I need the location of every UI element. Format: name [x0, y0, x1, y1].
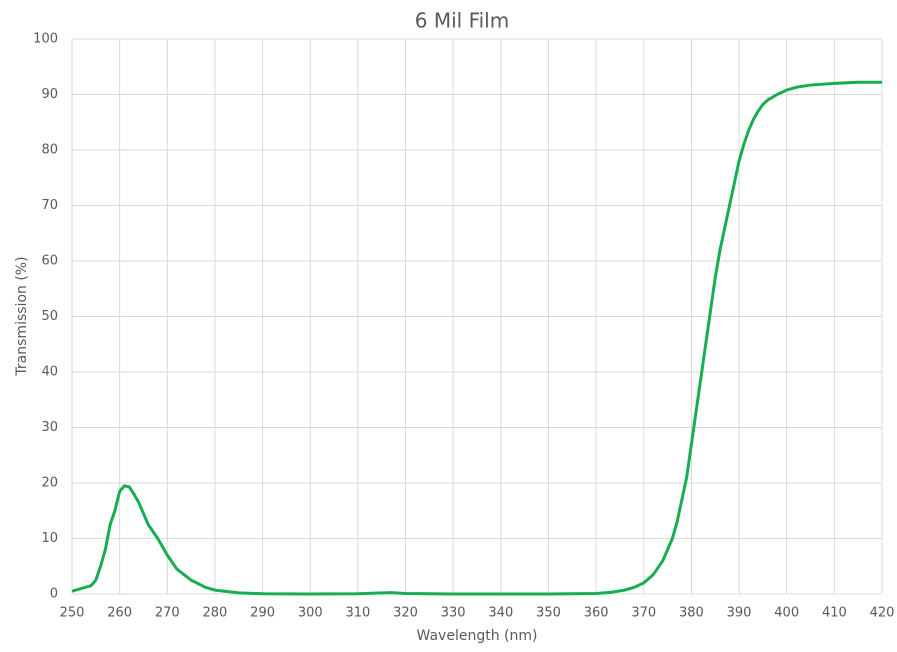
y-tick-label: 90 [41, 87, 58, 102]
x-tick-label: 250 [60, 606, 85, 621]
y-tick-label: 70 [41, 198, 58, 213]
x-tick-label: 320 [393, 606, 418, 621]
chart-title: 6 Mil Film [415, 9, 509, 33]
x-tick-label: 330 [441, 606, 466, 621]
y-tick-label: 100 [33, 32, 58, 47]
x-tick-label: 270 [155, 606, 180, 621]
y-tick-label: 0 [50, 587, 58, 602]
y-axis-label: Transmission (%) [14, 256, 30, 376]
x-tick-label: 410 [822, 606, 847, 621]
x-tick-label: 260 [107, 606, 132, 621]
y-tick-label: 50 [41, 309, 58, 324]
x-tick-label: 350 [536, 606, 561, 621]
x-tick-label: 290 [250, 606, 275, 621]
x-tick-label: 400 [774, 606, 799, 621]
y-tick-label: 20 [41, 476, 58, 491]
x-tick-label: 390 [727, 606, 752, 621]
x-axis-label: Wavelength (nm) [417, 628, 538, 644]
x-tick-label: 370 [631, 606, 656, 621]
y-tick-label: 60 [41, 254, 58, 269]
y-tick-label: 40 [41, 365, 58, 380]
x-tick-label: 340 [488, 606, 513, 621]
x-tick-label: 420 [870, 606, 895, 621]
y-tick-label: 80 [41, 143, 58, 158]
line [71, 80, 882, 596]
x-tick-label: 380 [679, 606, 704, 621]
x-tick-label: 280 [203, 606, 228, 621]
x-tick-label: 360 [584, 606, 609, 621]
y-tick-label: 10 [41, 531, 58, 546]
y-tick-label: 30 [41, 420, 58, 435]
x-tick-label: 310 [345, 606, 370, 621]
x-tick-label: 300 [298, 606, 323, 621]
